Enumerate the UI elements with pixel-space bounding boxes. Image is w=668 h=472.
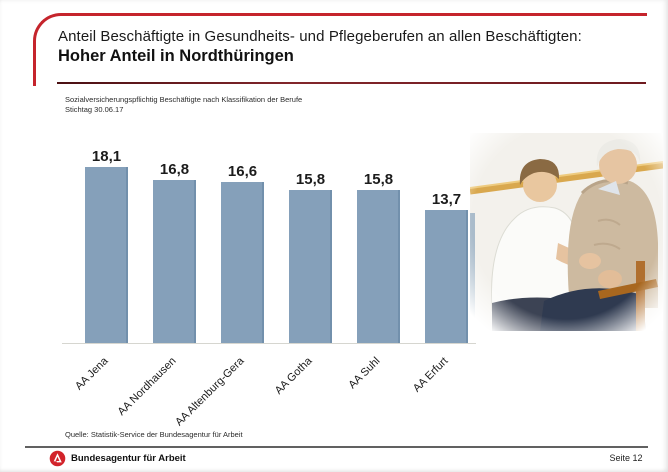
bar-0: [85, 167, 128, 343]
bar-value-label: 15,8: [363, 171, 394, 188]
bar-chart: 18,1 AA Jena 16,8 AA Nordhausen 16,6 AA Alten…: [62, 140, 476, 428]
slide-title-line2: Hoher Anteil in Nordthüringen: [58, 47, 294, 65]
bar-value-label: 13,7: [431, 191, 462, 208]
bar-value-label: 16,6: [227, 163, 258, 180]
title-block: Anteil Beschäftigte in Gesundheits- und …: [58, 27, 648, 67]
chart-subtitle: Sozialversicherungspflichtig Beschäftigt…: [65, 95, 302, 114]
red-corner-frame: [33, 13, 647, 86]
bar-2: [221, 182, 264, 343]
caregiver-photo: [469, 133, 664, 331]
bar-value-label: 15,8: [295, 171, 326, 188]
bar-4: [357, 190, 400, 343]
subtitle-line2: Stichtag 30.06.17: [65, 104, 124, 114]
page-number: Seite 12: [609, 453, 643, 463]
source-note: Quelle: Statistik-Service der Bundesagen…: [65, 430, 243, 439]
footer-divider: [25, 446, 648, 448]
footer-brand-text: Bundesagentur für Arbeit: [71, 453, 186, 464]
title-divider: [57, 82, 646, 84]
bundesagentur-logo-icon: [49, 450, 66, 467]
bar-3: [289, 190, 332, 343]
bar-value-label: 16,8: [159, 161, 190, 178]
slide-title-line1: Anteil Beschäftigte in Gesundheits- und …: [58, 28, 582, 45]
subtitle-line1: Sozialversicherungspflichtig Beschäftigt…: [65, 95, 303, 104]
bar-5: [425, 210, 468, 343]
bar-1: [153, 180, 196, 343]
bar-value-label: 18,1: [91, 148, 122, 165]
